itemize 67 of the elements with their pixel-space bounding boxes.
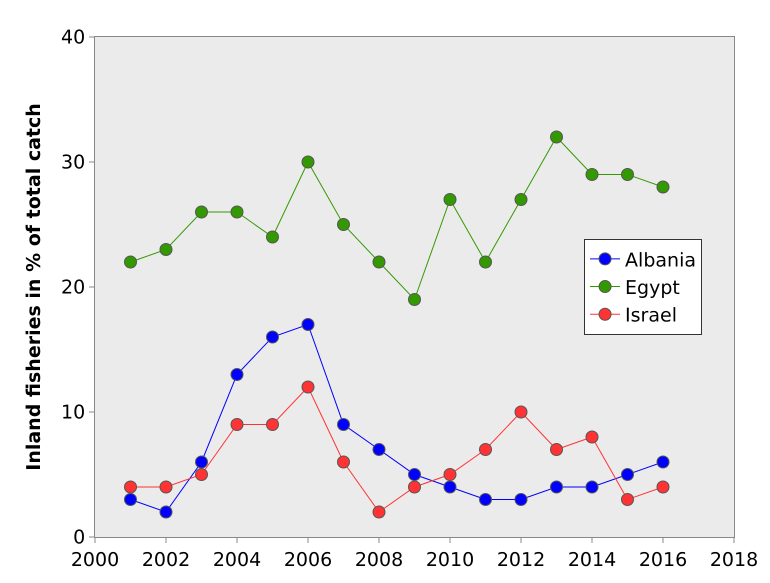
- y-tick-label: 0: [73, 526, 86, 549]
- legend-label: Israel: [625, 304, 677, 327]
- point: [444, 193, 456, 206]
- point: [195, 456, 208, 468]
- y-tick-label: 20: [61, 276, 86, 299]
- x-tick-label: 2014: [568, 548, 616, 571]
- point: [124, 256, 137, 268]
- point: [372, 443, 386, 456]
- point: [337, 418, 350, 431]
- point: [372, 256, 386, 268]
- point: [444, 468, 456, 481]
- point: [586, 430, 598, 444]
- point: [124, 493, 137, 506]
- point: [444, 480, 456, 494]
- point: [621, 168, 634, 181]
- point: [266, 418, 279, 431]
- point: [586, 480, 598, 494]
- x-tick-label: 2010: [426, 548, 474, 571]
- point: [656, 480, 670, 494]
- y-tick-label: 40: [61, 26, 86, 49]
- point: [230, 418, 244, 431]
- legend-label: Albania: [625, 249, 696, 272]
- x-tick-label: 2002: [142, 548, 190, 571]
- point: [550, 443, 563, 456]
- point: [514, 493, 528, 506]
- point: [550, 130, 563, 144]
- point: [266, 230, 279, 244]
- point: [266, 330, 279, 344]
- point: [479, 443, 492, 456]
- x-tick-label: 2000: [70, 548, 120, 571]
- legend-label: Egypt: [625, 276, 680, 299]
- point: [656, 456, 670, 468]
- point: [302, 156, 314, 168]
- point: [160, 480, 172, 494]
- point: [479, 256, 492, 268]
- point: [124, 480, 137, 494]
- x-tick-label: 2012: [496, 548, 546, 571]
- y-tick-label: 10: [61, 402, 86, 424]
- point: [621, 493, 634, 506]
- point: [372, 506, 386, 518]
- point: [408, 293, 421, 306]
- x-tick-label: 2004: [212, 548, 262, 571]
- point: [160, 243, 172, 256]
- x-tick-label: 2016: [638, 548, 688, 571]
- point: [195, 468, 208, 481]
- x-tick-label: 2018: [710, 548, 758, 571]
- point: [586, 168, 598, 181]
- point: [514, 406, 528, 418]
- x-tick-label: 2008: [354, 548, 404, 571]
- y-tick-label: 30: [61, 152, 86, 174]
- point: [160, 506, 172, 518]
- point: [550, 480, 563, 494]
- point: [479, 493, 492, 506]
- point: [408, 480, 421, 494]
- point: [621, 468, 634, 481]
- point: [408, 468, 421, 481]
- point: [656, 180, 670, 194]
- point: [230, 206, 244, 218]
- point: [337, 456, 350, 468]
- point: [337, 218, 350, 231]
- point: [302, 380, 314, 394]
- point: [514, 193, 528, 206]
- point: [302, 318, 314, 331]
- x-tick-label: 2006: [284, 548, 332, 571]
- y-axis-title: Inland fisheries in % of total catch: [22, 103, 45, 471]
- point: [230, 368, 244, 381]
- point: [195, 206, 208, 218]
